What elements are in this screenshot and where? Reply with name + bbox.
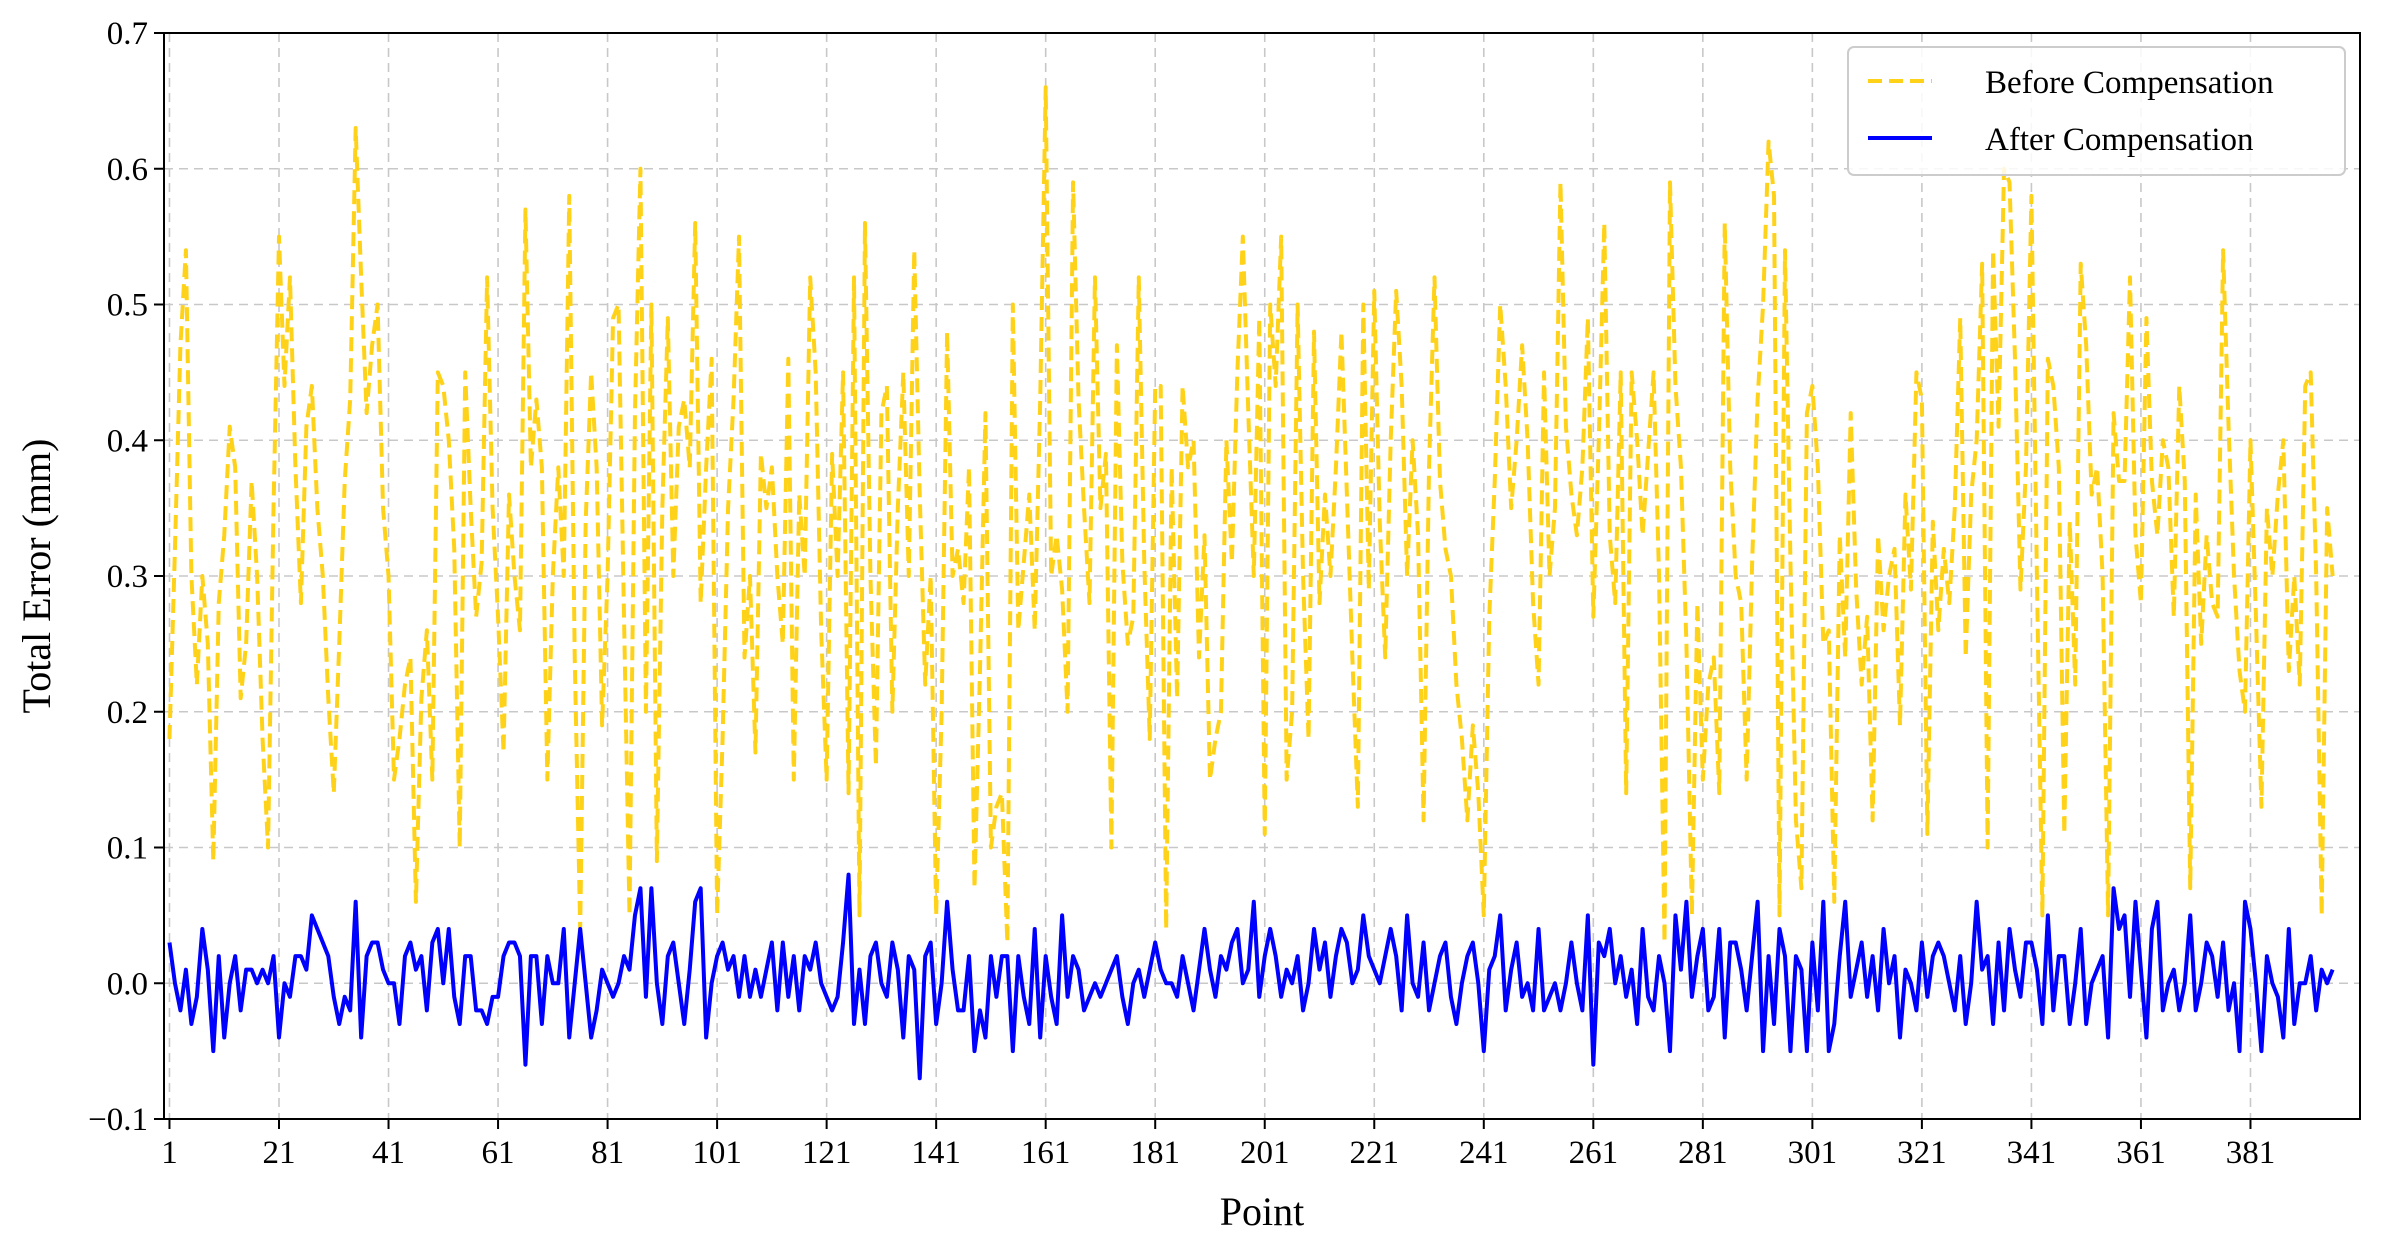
- x-tick-label: 341: [2007, 1135, 2057, 1171]
- x-tick-label: 81: [591, 1135, 624, 1171]
- x-tick-label: 241: [1459, 1135, 1509, 1171]
- x-tick-label: 141: [911, 1135, 961, 1171]
- legend: Before Compensation After Compensation: [1847, 46, 2346, 176]
- x-tick-label: 101: [692, 1135, 742, 1171]
- y-tick-label: 0.5: [107, 288, 148, 324]
- series-line-after-compensation: [167, 872, 2335, 1081]
- x-tick-label: 21: [263, 1135, 296, 1171]
- y-tick-label: 0.7: [107, 16, 148, 52]
- y-axis: −0.1 0.0 0.1 0.2 0.3 0.4 0.5 0.6 0.7: [88, 16, 164, 1138]
- x-tick-label: 121: [802, 1135, 852, 1171]
- x-tick-label: 361: [2116, 1135, 2166, 1171]
- y-tick-label: 0.3: [107, 559, 148, 595]
- x-tick-label: 1: [161, 1135, 178, 1171]
- y-tick-label: 0.4: [107, 423, 148, 459]
- legend-box: [1847, 46, 2346, 176]
- x-tick-label: 41: [372, 1135, 405, 1171]
- x-axis-title: Point: [1220, 1189, 1304, 1234]
- series-layer: [167, 85, 2335, 1081]
- x-tick-label: 161: [1021, 1135, 1071, 1171]
- x-tick-label: 321: [1897, 1135, 1947, 1171]
- y-tick-label: 0.0: [107, 966, 148, 1002]
- y-axis-title: Total Error (mm): [14, 439, 59, 714]
- y-tick-label: −0.1: [88, 1102, 148, 1138]
- plot-area: [167, 85, 2335, 1081]
- x-tick-label: 61: [482, 1135, 515, 1171]
- legend-label-before: Before Compensation: [1985, 65, 2274, 101]
- legend-label-after: After Compensation: [1985, 122, 2254, 158]
- x-tick-label: 221: [1350, 1135, 1400, 1171]
- x-tick-label: 281: [1678, 1135, 1728, 1171]
- x-axis: 1 21 41 61 81 101 121 141 161 181 201 221 241 261 281 3…: [161, 1119, 2275, 1171]
- y-tick-label: 0.1: [107, 831, 148, 867]
- x-tick-label: 381: [2226, 1135, 2276, 1171]
- y-tick-label: 0.2: [107, 695, 148, 731]
- x-tick-label: 301: [1788, 1135, 1838, 1171]
- y-tick-label: 0.6: [107, 152, 148, 188]
- series-line-before-compensation: [167, 85, 2335, 945]
- x-tick-label: 261: [1569, 1135, 1619, 1171]
- x-tick-label: 181: [1130, 1135, 1180, 1171]
- x-tick-label: 201: [1240, 1135, 1290, 1171]
